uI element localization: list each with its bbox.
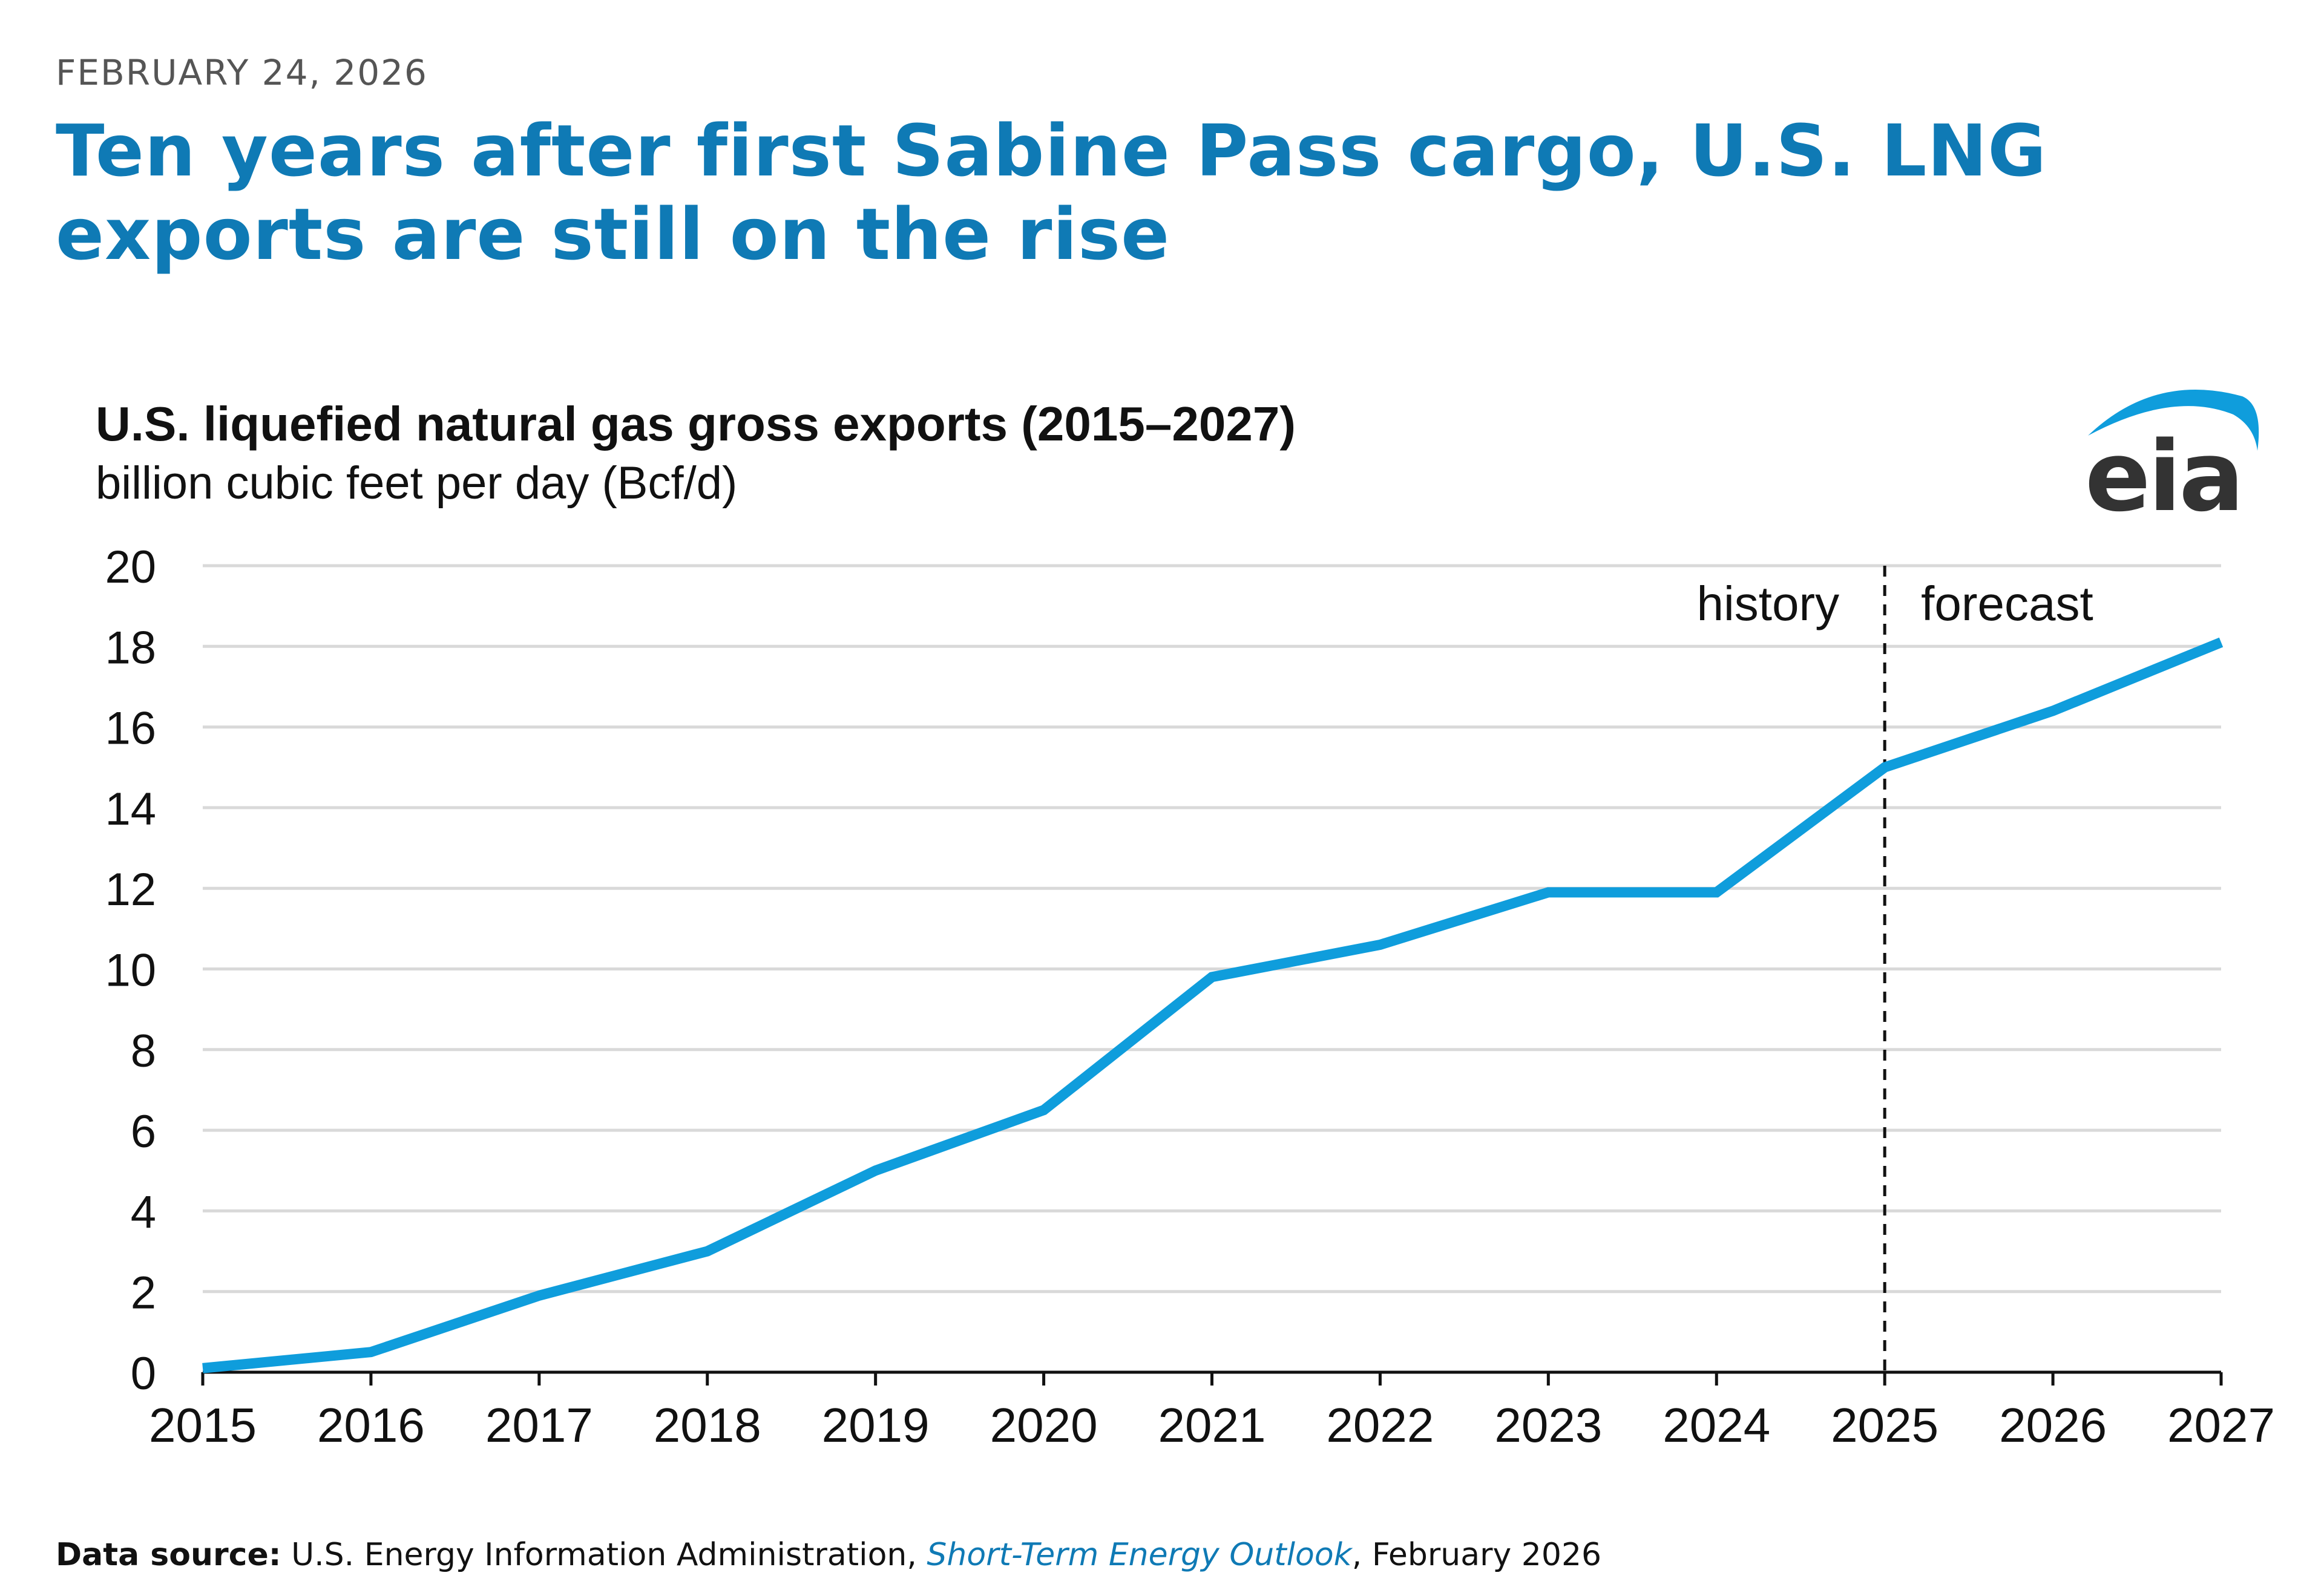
- data-point-2027: [2219, 641, 2223, 644]
- source-publication-link[interactable]: Short-Term Energy Outlook: [927, 1537, 1352, 1573]
- y-tick-label: 20: [105, 542, 156, 593]
- data-point-2020: [1042, 1108, 1046, 1112]
- data-point-2022: [1378, 943, 1382, 947]
- history-forecast-divider: history forecast: [1697, 566, 2093, 1372]
- x-tick-label: 2016: [317, 1398, 425, 1452]
- data-point-2025: [1883, 765, 1886, 769]
- data-point-2023: [1546, 891, 1550, 894]
- history-label: history: [1697, 577, 1840, 630]
- y-tick-label: 16: [105, 703, 156, 754]
- source-label: Data source:: [56, 1537, 281, 1573]
- y-tick-label: 10: [105, 945, 156, 996]
- x-axis: 2015 2016 2017 2018 2019 2020 2021 2022 2023 2024…: [149, 1370, 2275, 1452]
- data-point-2017: [537, 1294, 541, 1297]
- chart-units: billion cubic feet per day (Bcf/d): [96, 457, 738, 509]
- x-tick-label: 2025: [1831, 1398, 1938, 1452]
- eia-logo-arc: [2088, 389, 2259, 451]
- y-tick-label: 14: [105, 784, 156, 835]
- chart-title: U.S. liquefied natural gas gross exports…: [96, 397, 1296, 451]
- source-date: , February 2026: [1351, 1537, 1602, 1573]
- data-point-2024: [1715, 891, 1718, 894]
- y-tick-label: 2: [131, 1268, 156, 1319]
- x-tick-label: 2023: [1494, 1398, 1602, 1452]
- y-tick-label: 8: [131, 1026, 156, 1077]
- eia-logo: eia: [2085, 389, 2259, 517]
- x-tick-label: 2017: [485, 1398, 593, 1452]
- data-source: Data source: U.S. Energy Information Adm…: [56, 1537, 1601, 1573]
- forecast-label: forecast: [1921, 577, 2093, 630]
- data-point-2019: [874, 1169, 878, 1173]
- x-tick-label: 2026: [1999, 1398, 2107, 1452]
- gridlines: [203, 564, 2221, 1294]
- x-tick-label: 2015: [149, 1398, 257, 1452]
- x-tick-label: 2022: [1326, 1398, 1434, 1452]
- data-point-2021: [1210, 975, 1214, 979]
- source-agency: U.S. Energy Information Administration,: [291, 1537, 917, 1573]
- data-point-2016: [369, 1350, 373, 1354]
- x-tick-label: 2018: [654, 1398, 761, 1452]
- y-tick-label: 6: [131, 1106, 156, 1157]
- y-tick-label: 4: [131, 1186, 156, 1238]
- x-tick-label: 2027: [2167, 1398, 2275, 1452]
- series-line: [202, 637, 2224, 1373]
- series-layer: [201, 637, 2224, 1373]
- y-tick-label: 12: [105, 864, 156, 915]
- y-axis-ticks: 0 2 4 6 8 10 12 14 16 18 20: [105, 542, 156, 1399]
- publication-date: FEBRUARY 24, 2026: [56, 52, 428, 93]
- x-tick-label: 2019: [822, 1398, 930, 1452]
- data-point-2015: [201, 1366, 205, 1370]
- x-tick-label: 2024: [1663, 1398, 1770, 1452]
- eia-logo-text: eia: [2085, 420, 2242, 517]
- data-point-2018: [706, 1249, 709, 1253]
- x-tick-label: 2021: [1158, 1398, 1266, 1452]
- data-point-2026: [2051, 709, 2055, 713]
- x-tick-label: 2020: [990, 1398, 1098, 1452]
- y-tick-label: 0: [131, 1348, 156, 1399]
- y-tick-label: 18: [105, 622, 156, 673]
- headline: Ten years after first Sabine Pass cargo,…: [56, 109, 2047, 276]
